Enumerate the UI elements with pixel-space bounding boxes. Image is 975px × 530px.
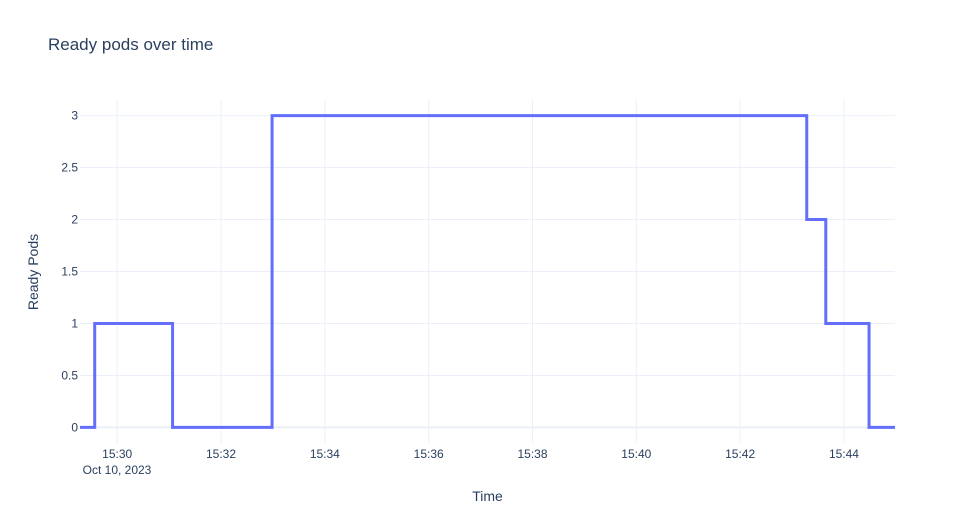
x-axis-label: Time — [472, 488, 503, 504]
y-tick-label: 1.5 — [61, 265, 78, 279]
series-line — [80, 114, 895, 429]
y-axis-label: Ready Pods — [25, 234, 41, 310]
x-tick-label: 15:36 — [414, 447, 444, 461]
y-tick-label: 2 — [71, 213, 78, 227]
x-tick-label: 15:32 — [206, 447, 236, 461]
chart-title: Ready pods over time — [48, 35, 213, 54]
date-label: Oct 10, 2023 — [83, 463, 152, 477]
x-tick-label: 15:34 — [310, 447, 340, 461]
y-tick-label: 1 — [71, 316, 78, 330]
y-tick-label: 3 — [71, 109, 78, 123]
x-tick-label: 15:40 — [621, 447, 651, 461]
y-tick-label: 0.5 — [61, 368, 78, 382]
x-tick-label: 15:44 — [829, 447, 859, 461]
x-tick-label: 15:38 — [517, 447, 547, 461]
x-tick-label: 15:42 — [725, 447, 755, 461]
y-tick-label: 2.5 — [61, 161, 78, 175]
ticks: 0 0.5 1 1.5 2 2.5 3 15:30 15:32 15:34 15:36 15:38 15… — [61, 109, 859, 461]
y-tick-label: 0 — [71, 420, 78, 434]
x-tick-label: 15:30 — [102, 447, 132, 461]
grid — [80, 100, 895, 443]
